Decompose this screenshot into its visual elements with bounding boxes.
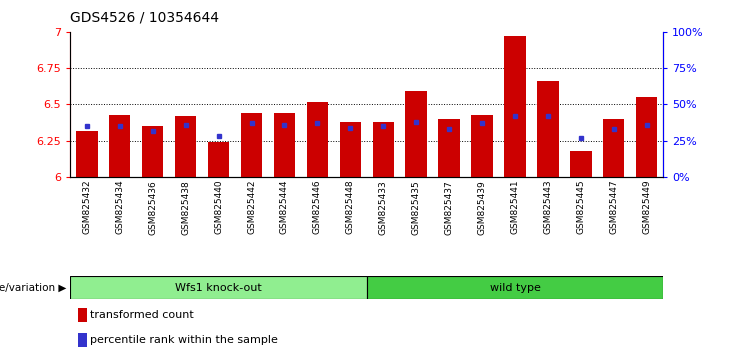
- Bar: [505, 36, 525, 177]
- Text: Wfs1 knock-out: Wfs1 knock-out: [175, 282, 262, 293]
- Text: wild type: wild type: [490, 282, 540, 293]
- Bar: [241, 113, 262, 177]
- Bar: [367, 276, 663, 299]
- Text: GDS4526 / 10354644: GDS4526 / 10354644: [70, 11, 219, 25]
- Text: percentile rank within the sample: percentile rank within the sample: [90, 335, 278, 345]
- Bar: [405, 91, 427, 177]
- Bar: [109, 115, 130, 177]
- Text: transformed count: transformed count: [90, 310, 193, 320]
- Bar: [307, 102, 328, 177]
- Bar: [537, 81, 559, 177]
- Bar: [439, 119, 460, 177]
- Bar: [603, 119, 625, 177]
- Bar: [339, 122, 361, 177]
- Text: genotype/variation ▶: genotype/variation ▶: [0, 282, 67, 293]
- Bar: [570, 151, 591, 177]
- Bar: [175, 116, 196, 177]
- Bar: [373, 122, 394, 177]
- Bar: [76, 131, 98, 177]
- Bar: [142, 126, 164, 177]
- Bar: [208, 142, 229, 177]
- Bar: [471, 115, 493, 177]
- Bar: [636, 97, 657, 177]
- Bar: [70, 276, 367, 299]
- Bar: [273, 113, 295, 177]
